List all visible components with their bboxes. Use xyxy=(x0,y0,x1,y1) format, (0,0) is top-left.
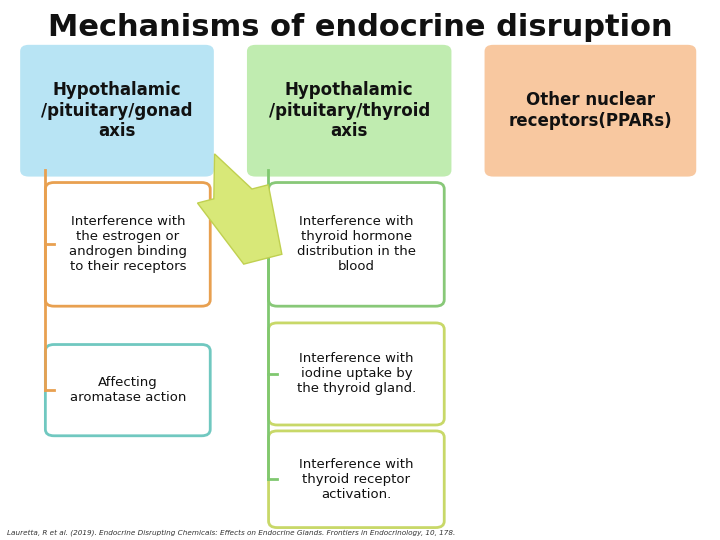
FancyBboxPatch shape xyxy=(485,45,696,177)
FancyBboxPatch shape xyxy=(269,323,444,425)
Text: Interference with
iodine uptake by
the thyroid gland.: Interference with iodine uptake by the t… xyxy=(297,353,416,395)
Polygon shape xyxy=(197,154,282,264)
Text: Affecting
aromatase action: Affecting aromatase action xyxy=(70,376,186,404)
FancyBboxPatch shape xyxy=(269,431,444,528)
Text: Interference with
thyroid receptor
activation.: Interference with thyroid receptor activ… xyxy=(299,458,414,501)
FancyBboxPatch shape xyxy=(20,45,214,177)
Text: Hypothalamic
/pituitary/thyroid
axis: Hypothalamic /pituitary/thyroid axis xyxy=(269,81,430,140)
Text: Lauretta, R et al. (2019). Endocrine Disrupting Chemicals: Effects on Endocrine : Lauretta, R et al. (2019). Endocrine Dis… xyxy=(7,529,456,536)
Text: Mechanisms of endocrine disruption: Mechanisms of endocrine disruption xyxy=(48,14,672,43)
FancyBboxPatch shape xyxy=(269,183,444,306)
Text: Interference with
the estrogen or
androgen binding
to their receptors: Interference with the estrogen or androg… xyxy=(69,215,186,273)
Text: Other nuclear
receptors(PPARs): Other nuclear receptors(PPARs) xyxy=(508,91,672,130)
Text: Hypothalamic
/pituitary/gonad
axis: Hypothalamic /pituitary/gonad axis xyxy=(41,81,193,140)
FancyBboxPatch shape xyxy=(247,45,451,177)
Text: Interference with
thyroid hormone
distribution in the
blood: Interference with thyroid hormone distri… xyxy=(297,215,416,273)
FancyBboxPatch shape xyxy=(45,345,210,436)
FancyBboxPatch shape xyxy=(45,183,210,306)
